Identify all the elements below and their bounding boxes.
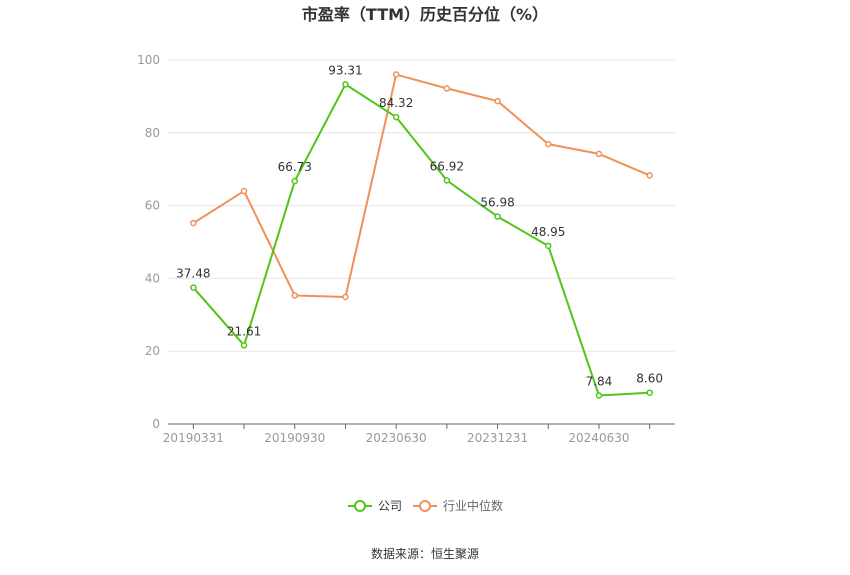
data-label: 7.84 xyxy=(586,374,613,388)
legend-label-industry-median: 行业中位数 xyxy=(443,498,503,513)
y-tick-label: 20 xyxy=(145,344,160,358)
data-point[interactable] xyxy=(291,177,298,185)
legend-label-company: 公司 xyxy=(378,499,402,513)
data-labels: 37.48 21.61 66.73 93.31 84.32 66.92 56.98 48.95… xyxy=(176,63,663,388)
y-axis: 0 20 40 60 80 100 xyxy=(137,53,160,431)
legend-marker-industry-median xyxy=(419,500,431,512)
data-point[interactable] xyxy=(443,85,451,92)
data-point[interactable] xyxy=(494,97,501,105)
y-tick-label: 60 xyxy=(145,199,160,213)
x-tick-label: 20190331 xyxy=(163,431,224,445)
series-line xyxy=(192,83,650,397)
legend-item-industry-median[interactable]: 行业中位数 xyxy=(413,498,503,513)
series-company xyxy=(190,81,653,399)
legend-marker-company xyxy=(354,500,366,512)
data-label: 37.48 xyxy=(176,267,210,281)
x-tick-label: 20240630 xyxy=(568,431,629,445)
series-layer xyxy=(190,71,653,399)
data-point[interactable] xyxy=(545,242,552,250)
data-point[interactable] xyxy=(291,292,298,299)
data-label: 66.92 xyxy=(430,159,464,173)
x-axis: 20190331 20190930 20230630 20231231 20240630 xyxy=(163,423,675,445)
legend-item-company[interactable]: 公司 xyxy=(348,499,402,513)
data-point[interactable] xyxy=(443,177,451,184)
data-point[interactable] xyxy=(240,342,248,349)
data-source: 数据来源：恒生聚源 xyxy=(371,546,479,561)
data-point[interactable] xyxy=(240,187,248,195)
data-point[interactable] xyxy=(646,389,653,396)
data-point[interactable] xyxy=(545,140,552,148)
data-point[interactable] xyxy=(190,284,197,291)
y-tick-label: 40 xyxy=(145,271,160,285)
data-point[interactable] xyxy=(342,81,349,88)
data-label: 21.61 xyxy=(227,324,261,338)
data-point[interactable] xyxy=(595,150,603,158)
data-point[interactable] xyxy=(494,213,501,220)
chart-title: 市盈率（TTM）历史百分位（%） xyxy=(302,5,548,24)
data-point[interactable] xyxy=(595,392,603,399)
data-point[interactable] xyxy=(392,113,400,121)
y-tick-label: 0 xyxy=(152,417,160,431)
y-tick-label: 100 xyxy=(137,53,160,67)
grid xyxy=(168,59,675,352)
data-label: 48.95 xyxy=(531,225,565,239)
legend[interactable]: 公司 行业中位数 xyxy=(348,498,503,513)
data-label: 56.98 xyxy=(480,196,514,210)
series-line xyxy=(192,73,651,298)
y-tick-label: 80 xyxy=(145,126,160,140)
x-tick-label: 20190930 xyxy=(264,431,325,445)
data-point[interactable] xyxy=(646,172,653,179)
series-industry-median xyxy=(190,71,653,301)
data-label: 84.32 xyxy=(379,96,413,110)
data-label: 66.73 xyxy=(278,160,312,174)
data-label: 93.31 xyxy=(328,63,362,77)
data-point[interactable] xyxy=(392,71,400,78)
data-label: 8.60 xyxy=(636,372,663,386)
data-point[interactable] xyxy=(190,219,197,227)
x-tick-label: 20230630 xyxy=(366,431,427,445)
x-tick-label: 20231231 xyxy=(467,431,528,445)
data-point[interactable] xyxy=(342,293,349,301)
